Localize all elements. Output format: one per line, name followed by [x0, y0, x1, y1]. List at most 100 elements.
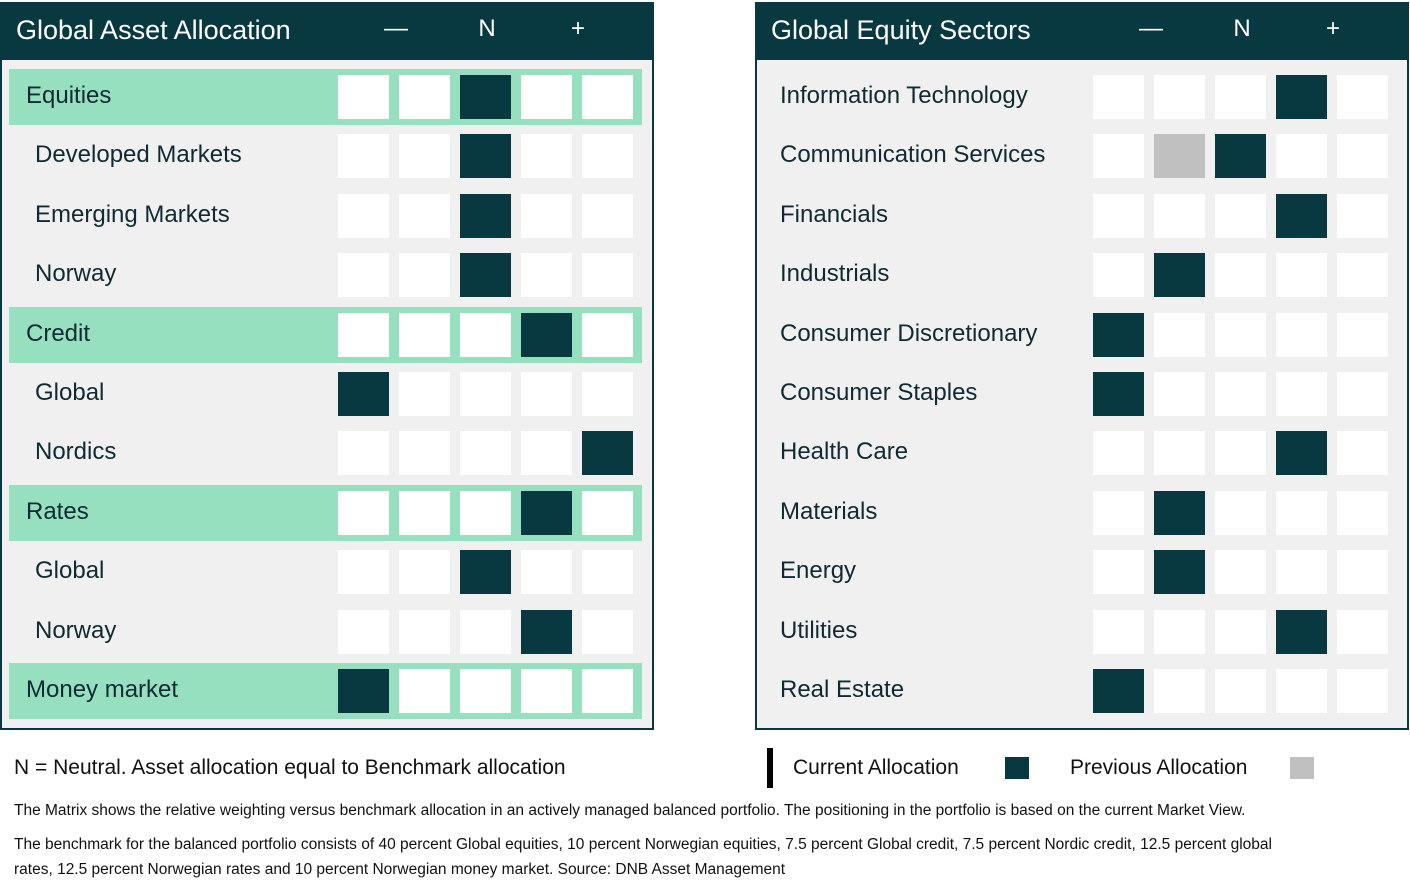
empty-cell [1093, 193, 1144, 238]
matrix-note: The Matrix shows the relative weighting … [14, 802, 1246, 819]
asset-allocation-panel: Global Asset Allocation — N + Equities De… [0, 2, 654, 730]
empty-cell [1093, 253, 1144, 298]
empty-cell [338, 193, 389, 238]
matrix-row-materials: Materials [757, 485, 1407, 541]
row-label: Utilities [780, 616, 858, 644]
equity-sectors-panel: Global Equity Sectors — N + Information … [755, 2, 1409, 730]
legend-current-label: Current Allocation [793, 756, 959, 779]
empty-cell [460, 609, 511, 654]
current-allocation-cell [460, 550, 511, 595]
neutral-label: N [478, 15, 496, 42]
matrix-row-money-market: Money market [9, 663, 642, 719]
legend-divider [767, 748, 773, 788]
current-allocation-cell [460, 253, 511, 298]
empty-cell [1276, 253, 1327, 298]
empty-cell [338, 490, 389, 535]
current-allocation-cell [338, 669, 389, 713]
row-label: Consumer Staples [780, 379, 978, 406]
row-label: Rates [26, 497, 89, 525]
current-allocation-cell [521, 312, 572, 357]
empty-cell [399, 312, 450, 357]
matrix-row-real-estate: Real Estate [757, 663, 1407, 719]
matrix-row-norway: Norway [2, 247, 652, 303]
empty-cell [1154, 669, 1205, 713]
empty-cell [1093, 134, 1144, 179]
empty-cell [1337, 669, 1388, 713]
empty-cell [521, 372, 572, 416]
empty-cell [1276, 490, 1327, 535]
empty-cell [1093, 431, 1144, 476]
previous-allocation-cell [1154, 134, 1205, 179]
row-label: Consumer Discretionary [780, 319, 1038, 347]
empty-cell [521, 431, 572, 476]
empty-cell [582, 669, 633, 713]
row-label: Credit [26, 319, 91, 347]
empty-cell [460, 372, 511, 416]
row-label: Developed Markets [35, 141, 242, 169]
empty-cell [521, 669, 572, 713]
empty-cell [582, 490, 633, 535]
current-allocation-cell [460, 134, 511, 179]
empty-cell [1215, 609, 1266, 654]
matrix-row-consumer-staples: Consumer Staples [757, 366, 1407, 422]
empty-cell [1215, 75, 1266, 119]
empty-cell [1215, 312, 1266, 357]
empty-cell [521, 550, 572, 595]
empty-cell [1276, 550, 1327, 595]
row-label: Materials [780, 497, 878, 525]
legend-current-swatch [1005, 757, 1029, 779]
row-label: Real Estate [780, 676, 905, 703]
matrix-row-rates: Rates [9, 484, 642, 541]
empty-cell [1337, 312, 1388, 357]
current-allocation-cell [1154, 253, 1205, 298]
row-label: Nordics [35, 438, 117, 466]
matrix-row-communication-services: Communication Services [757, 128, 1407, 184]
current-allocation-cell [1154, 490, 1205, 535]
empty-cell [1215, 431, 1266, 476]
asset-allocation-title: Global Asset Allocation [16, 15, 291, 45]
empty-cell [1215, 490, 1266, 535]
empty-cell [1093, 550, 1144, 595]
empty-cell [582, 75, 633, 119]
row-label: Norway [35, 260, 117, 288]
matrix-row-energy: Energy [757, 544, 1407, 600]
matrix-row-utilities: Utilities [757, 604, 1407, 660]
empty-cell [1337, 75, 1388, 119]
matrix-row-health-care: Health Care [757, 425, 1407, 481]
empty-cell [338, 312, 389, 357]
empty-cell [1154, 312, 1205, 357]
empty-cell [399, 550, 450, 595]
empty-cell [399, 75, 450, 119]
matrix-row-global: Global [2, 544, 652, 600]
empty-cell [521, 193, 572, 238]
matrix-row-information-technology: Information Technology [757, 69, 1407, 125]
empty-cell [338, 431, 389, 476]
row-label: Norway [35, 616, 117, 644]
current-allocation-cell [1093, 372, 1144, 416]
empty-cell [338, 550, 389, 595]
matrix-row-developed-markets: Developed Markets [2, 128, 652, 184]
empty-cell [1215, 253, 1266, 298]
current-allocation-cell [338, 372, 389, 416]
empty-cell [399, 372, 450, 416]
current-allocation-cell [521, 490, 572, 535]
empty-cell [1154, 609, 1205, 654]
row-label: Communication Services [780, 141, 1046, 169]
empty-cell [1276, 372, 1327, 416]
row-label: Emerging Markets [35, 200, 230, 228]
empty-cell [582, 134, 633, 179]
row-label: Industrials [780, 260, 890, 288]
empty-cell [1337, 431, 1388, 476]
empty-cell [1093, 490, 1144, 535]
empty-cell [460, 490, 511, 535]
empty-cell [399, 431, 450, 476]
row-label: Health Care [780, 438, 909, 466]
empty-cell [1154, 372, 1205, 416]
current-allocation-cell [1093, 669, 1144, 713]
empty-cell [1215, 193, 1266, 238]
empty-cell [1337, 372, 1388, 416]
empty-cell [1093, 609, 1144, 654]
current-allocation-cell [1276, 609, 1327, 654]
legend-previous-swatch [1290, 757, 1314, 779]
current-allocation-cell [1276, 431, 1327, 476]
